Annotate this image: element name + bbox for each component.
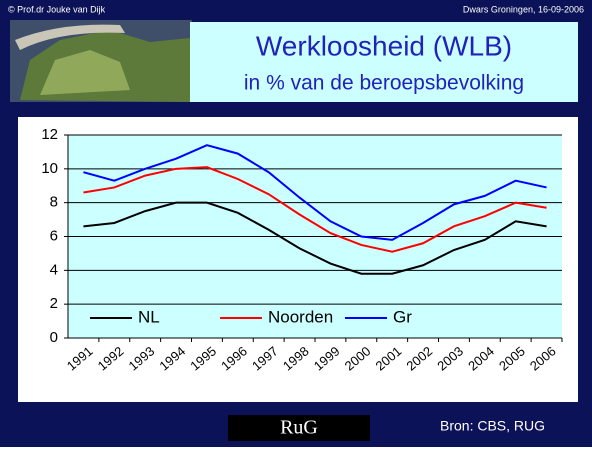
y-tick-label: 2 xyxy=(50,295,58,312)
y-tick-label: 12 xyxy=(41,126,58,143)
legend-label: Noorden xyxy=(268,307,333,326)
y-tick-label: 6 xyxy=(50,227,58,244)
series-line xyxy=(83,166,547,253)
series-line xyxy=(83,144,547,241)
source: Bron: CBS, RUG xyxy=(440,418,545,434)
logo-box xyxy=(228,415,370,441)
legend-label: Gr xyxy=(393,307,412,326)
logo: RuG xyxy=(280,417,318,439)
slide-subtitle: in % van de beroepsbevolking xyxy=(244,72,524,95)
y-tick-label: 8 xyxy=(50,194,58,211)
slide-title: Werkloosheid (WLB) xyxy=(256,30,512,61)
y-tick-label: 10 xyxy=(41,160,58,177)
header-right: Dwars Groningen, 16-09-2006 xyxy=(463,4,584,14)
header-left: © Prof.dr Jouke van Dijk xyxy=(8,4,106,14)
y-tick-label: 0 xyxy=(50,329,58,346)
map-image xyxy=(10,20,192,102)
y-tick-label: 4 xyxy=(50,261,58,278)
legend-label: NL xyxy=(138,307,160,326)
series-line xyxy=(83,201,547,275)
title-box xyxy=(190,22,578,102)
